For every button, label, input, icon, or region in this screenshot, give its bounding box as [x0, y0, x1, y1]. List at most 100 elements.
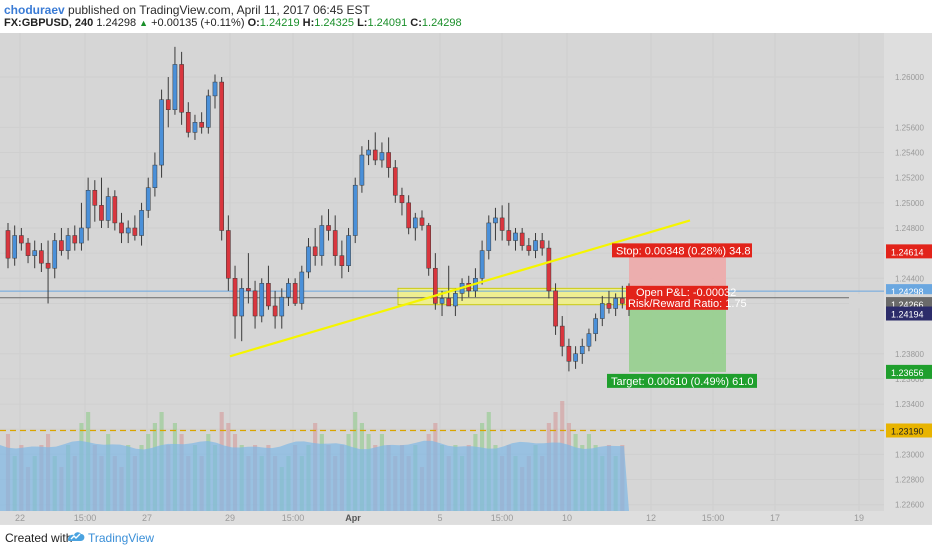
- stop-price-badge: 1.24614: [886, 244, 932, 259]
- candle-body: [519, 232, 525, 246]
- target-text: Target: 0.00610 (0.49%) 61.0: [611, 376, 753, 388]
- tradingview-brand[interactable]: TradingView: [88, 531, 155, 545]
- candle-body: [359, 154, 365, 186]
- candle-body: [453, 293, 458, 307]
- candle-body: [59, 240, 64, 251]
- candle-body: [52, 240, 58, 269]
- low-value: 1.24091: [367, 17, 408, 29]
- candle-body: [439, 298, 445, 304]
- candle-body: [252, 290, 258, 317]
- price-tick-label: 1.23600: [895, 375, 924, 384]
- tradingview-logo-icon[interactable]: [66, 529, 86, 545]
- candle-body: [593, 318, 598, 334]
- candle-body: [573, 353, 578, 362]
- candle-body: [379, 152, 385, 161]
- candle-body: [145, 187, 151, 211]
- candle-body: [185, 111, 191, 133]
- candle-body: [446, 298, 452, 307]
- price-tick-label: 1.25600: [895, 123, 924, 132]
- price-tick-label: 1.26000: [895, 73, 924, 82]
- time-tick-label: 17: [770, 513, 780, 523]
- candle-body: [85, 189, 91, 229]
- time-tick-label: 22: [15, 513, 25, 523]
- hline-price-badge: 1.23190: [886, 423, 932, 438]
- price-axis[interactable]: 1.26000 1.25600 1.25400 1.25200 1.25000 1.248…: [849, 33, 932, 524]
- price-tick-label: 1.23000: [895, 450, 924, 459]
- candle-body: [433, 267, 438, 304]
- candle-body: [312, 246, 318, 256]
- candle-body: [259, 283, 265, 317]
- candle-body: [159, 99, 164, 166]
- candle-body: [272, 305, 278, 317]
- last-price: 1.24298: [96, 17, 137, 29]
- candle-body: [286, 283, 291, 298]
- candle-body: [266, 283, 271, 307]
- candle-body: [406, 202, 411, 229]
- candle-body: [105, 196, 111, 221]
- svg-text:1.24614: 1.24614: [891, 247, 924, 257]
- candle-body: [206, 95, 211, 128]
- candle-body: [132, 227, 138, 236]
- price-tick-label: 1.23400: [895, 400, 924, 409]
- candle-body: [172, 64, 178, 110]
- close-value: 1.24298: [421, 17, 462, 29]
- candle-body: [539, 240, 545, 249]
- candle-body: [92, 189, 98, 206]
- time-tick-label: 15:00: [491, 513, 514, 523]
- time-axis[interactable]: 22 15:00 27 29 15:00 Apr 5 15:00 10 12 15:00 17 19: [0, 511, 932, 524]
- candle-body: [332, 230, 338, 256]
- author-link[interactable]: choduraev: [4, 3, 65, 17]
- candle-body: [12, 235, 17, 259]
- candle-body: [319, 225, 325, 256]
- candle-body: [586, 333, 592, 347]
- candle-body: [232, 278, 238, 317]
- high-value: 1.24325: [314, 17, 354, 29]
- trend-line[interactable]: [229, 219, 691, 358]
- candle-body: [299, 271, 305, 304]
- candle-body: [546, 247, 552, 292]
- candle-body: [212, 81, 218, 97]
- candle-body: [199, 122, 204, 128]
- candle-body: [326, 225, 331, 231]
- svg-text:1.24266: 1.24266: [891, 300, 924, 310]
- candle-body: [25, 242, 31, 256]
- candle-body: [499, 217, 505, 231]
- price-chart[interactable]: Stop: 0.00348 (0.28%) 34.8 Open P&L: -0.…: [0, 33, 932, 524]
- candle-body: [392, 167, 398, 196]
- candle-body: [386, 152, 391, 168]
- candle-body: [366, 149, 371, 156]
- stop-label: Stop: 0.00348 (0.28%) 34.8: [612, 243, 752, 258]
- candle-body: [399, 195, 405, 204]
- candle-body: [352, 184, 358, 236]
- up-arrow-icon: ▲: [139, 18, 149, 28]
- close-label: C:: [410, 17, 422, 29]
- plot-area[interactable]: [0, 33, 884, 511]
- time-tick-label: 12: [646, 513, 656, 523]
- time-tick-label: 15:00: [74, 513, 97, 523]
- candle-body: [620, 298, 625, 304]
- symbol-label[interactable]: FX:GBPUSD, 240: [4, 17, 94, 29]
- bar-countdown: [849, 294, 884, 309]
- candle-body: [493, 217, 498, 224]
- low-label: L:: [357, 17, 368, 29]
- open-label: O:: [247, 17, 260, 29]
- chart-header: choduraev published on TradingView.com, …: [0, 0, 932, 33]
- candle-body: [179, 64, 184, 113]
- candle-body: [32, 250, 38, 256]
- candle-body: [72, 235, 78, 244]
- candle-body: [486, 222, 492, 251]
- candle-body: [112, 196, 118, 224]
- target-label: Target: 0.00610 (0.49%) 61.0: [607, 373, 757, 388]
- candle-body: [346, 235, 351, 266]
- svg-text:1.24194: 1.24194: [891, 310, 924, 320]
- candle-body: [192, 122, 198, 133]
- candle-body: [413, 217, 418, 229]
- candle-body: [99, 205, 104, 221]
- candle-body: [606, 303, 612, 309]
- published-line: choduraev published on TradingView.com, …: [4, 3, 370, 17]
- symbol-ohlc-line: FX:GBPUSD, 240 1.24298 ▲ +0.00135 (+0.11…: [4, 17, 462, 29]
- candle-body: [165, 99, 171, 110]
- candle-body: [372, 149, 378, 161]
- candle-body: [479, 250, 485, 279]
- candle-body: [506, 230, 512, 241]
